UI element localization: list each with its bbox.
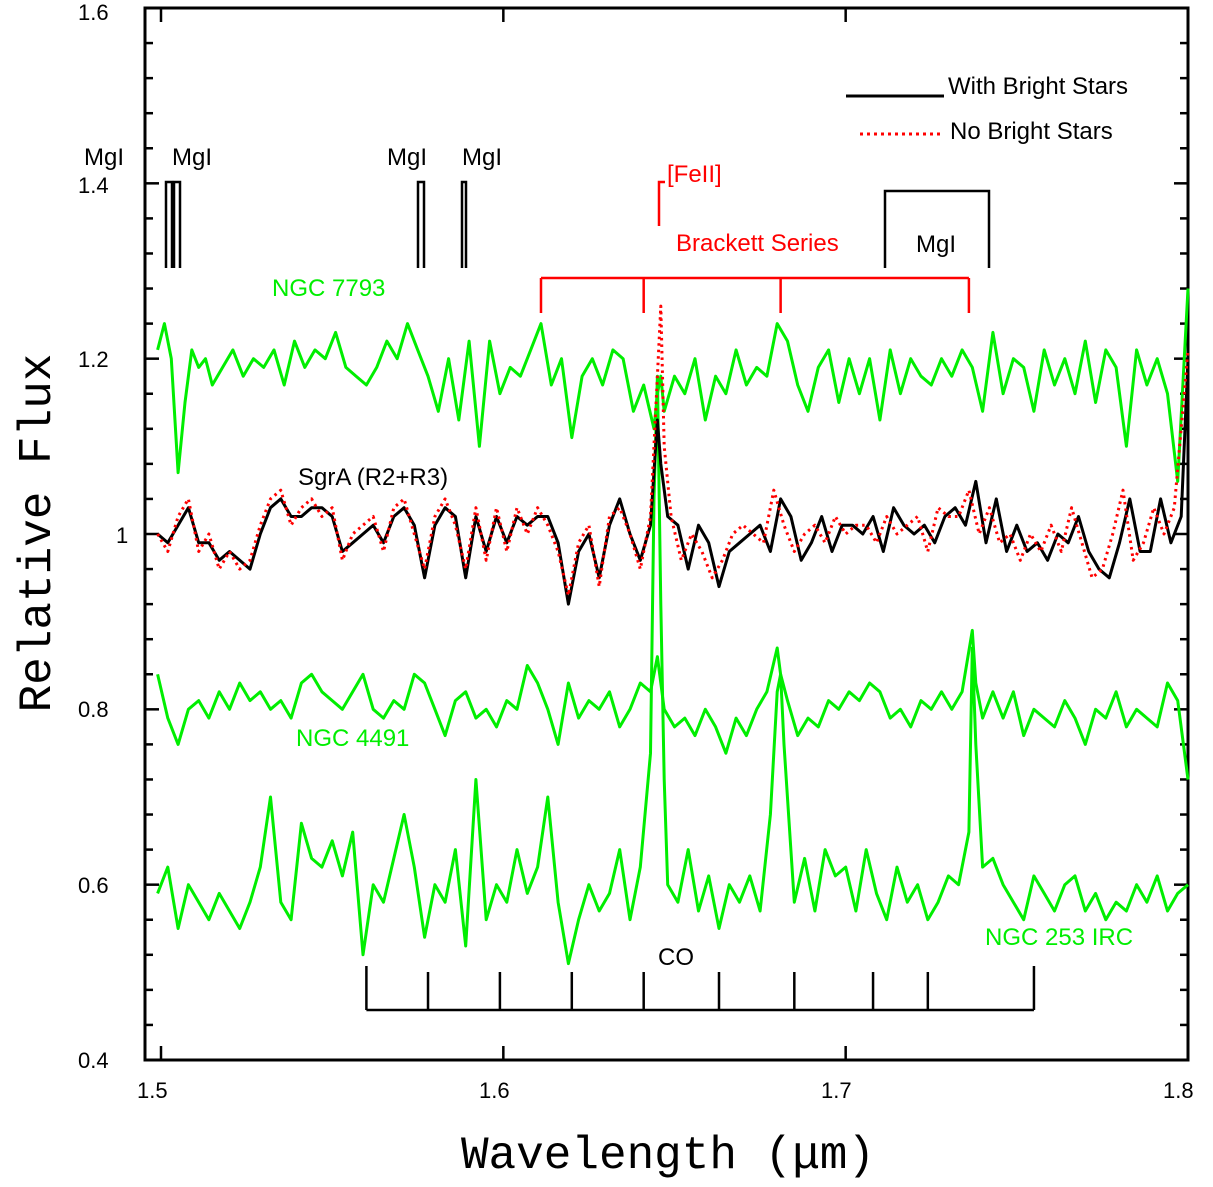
mgi-label-2: MgI: [172, 144, 212, 171]
x-tick-label: 1.5: [137, 1078, 168, 1103]
feii-marker: [657, 180, 665, 226]
series-line-ngc-7793: [156, 288, 1190, 483]
legend-label-solid: With Bright Stars: [948, 73, 1128, 100]
x-tick-label: 1.7: [821, 1078, 852, 1103]
ngc253-label: NGC 253 IRC: [985, 924, 1133, 951]
y-tick-labels: 0.4 0.6 0.8 1 1.2 1.4 1.6: [78, 0, 128, 1073]
feii-label: [FeII]: [667, 161, 722, 188]
series-line-sgra-r2-r3: [156, 358, 1190, 606]
x-tick-label: 1.8: [1163, 1078, 1194, 1103]
y-tick-label: 0.8: [78, 697, 109, 722]
y-tick-label: 1.4: [78, 173, 109, 198]
y-tick-label: 1.6: [78, 0, 109, 25]
y-tick-label: 0.6: [78, 873, 109, 898]
series-line-sgra-r2-r3-no-bright-stars: [156, 304, 1190, 597]
x-tick-label: 1.6: [479, 1078, 510, 1103]
y-axis-title: Relative Flux: [12, 354, 64, 713]
sgra-label: SgrA (R2+R3): [298, 464, 448, 491]
x-tick-labels: 1.5 1.6 1.7 1.8: [137, 1078, 1194, 1103]
mgi-markers: [164, 180, 991, 268]
co-label: CO: [658, 944, 694, 971]
series-line-ngc-253-irc: [156, 374, 1189, 966]
mgi-label-1: MgI: [84, 144, 124, 171]
ngc7793-label: NGC 7793: [272, 275, 385, 302]
brackett-label: Brackett Series: [676, 230, 839, 257]
legend: With Bright Stars No Bright Stars: [846, 73, 1128, 145]
co-marker: [365, 966, 1036, 1012]
ngc4491-label: NGC 4491: [296, 725, 409, 752]
series-lines: [156, 288, 1190, 966]
y-tick-label: 1.2: [78, 347, 109, 372]
mgi-label-3: MgI: [387, 144, 427, 171]
series-line-ngc-4491: [156, 628, 1190, 780]
y-tick-label: 0.4: [78, 1048, 109, 1073]
mgi-label-5: MgI: [916, 231, 956, 258]
legend-label-dotted: No Bright Stars: [950, 118, 1113, 145]
y-tick-label: 1: [116, 523, 128, 548]
mgi-label-4: MgI: [462, 144, 502, 171]
brackett-marker: [539, 276, 971, 313]
x-axis-title: Wavelength (μm): [461, 1130, 875, 1182]
